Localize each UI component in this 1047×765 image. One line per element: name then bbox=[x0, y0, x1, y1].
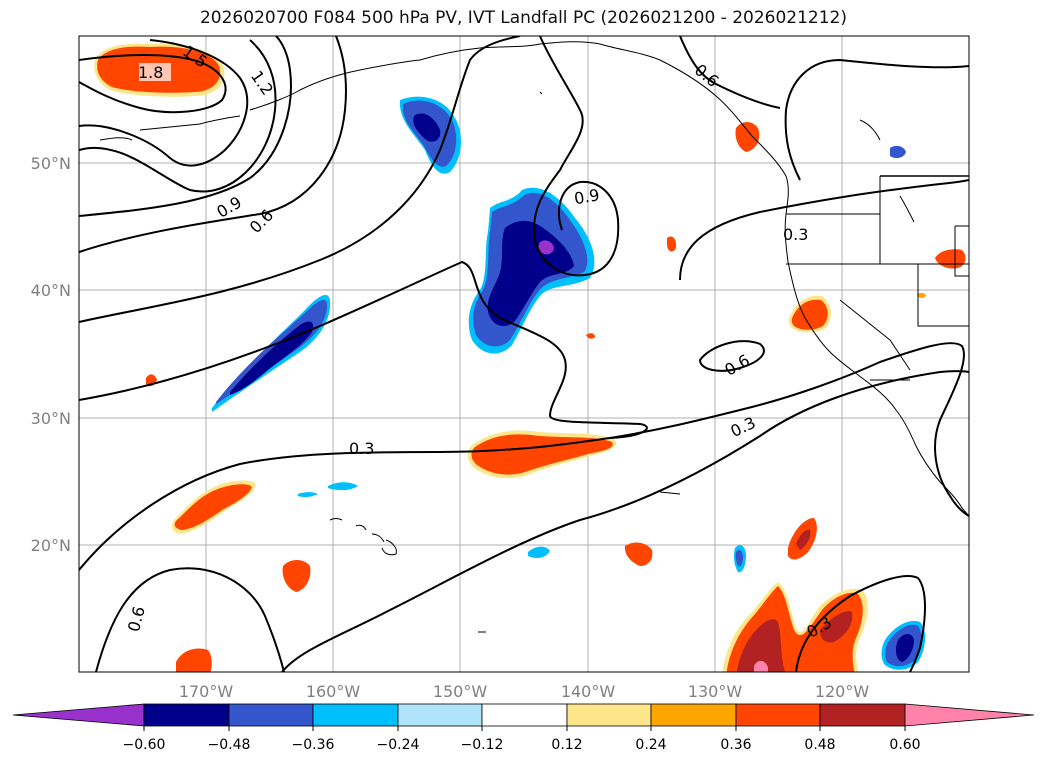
colorbar-segment bbox=[819, 703, 906, 727]
colorbar-tick-label: −0.48 bbox=[208, 737, 251, 753]
lat-axis-labels: 50°N 40°N 30°N 20°N bbox=[31, 154, 71, 555]
colorbar-tick-label: −0.12 bbox=[461, 737, 504, 753]
colorbar-ticks bbox=[143, 726, 906, 731]
colorbar-tick-label: 0.12 bbox=[551, 737, 582, 753]
colorbar-segment bbox=[397, 703, 483, 727]
contour-label: 0.3 bbox=[783, 225, 808, 244]
lon-label: 160°W bbox=[306, 682, 361, 701]
plot-frame bbox=[78, 35, 970, 673]
colorbar bbox=[12, 703, 1035, 727]
lon-label: 170°W bbox=[179, 682, 234, 701]
lon-label: 140°W bbox=[561, 682, 616, 701]
lat-label: 30°N bbox=[31, 409, 71, 428]
colorbar-extend-low bbox=[12, 703, 145, 727]
colorbar-segment bbox=[312, 703, 399, 727]
gridlines bbox=[79, 36, 969, 672]
lon-label: 120°W bbox=[815, 682, 870, 701]
colorbar-tick-label: 0.48 bbox=[804, 737, 835, 753]
colorbar-segment bbox=[566, 703, 652, 727]
plot-area bbox=[79, 36, 969, 672]
pv-contours bbox=[79, 36, 969, 672]
lon-label: 150°W bbox=[433, 682, 488, 701]
colorbar-tick-label: −0.24 bbox=[377, 737, 420, 753]
coastlines bbox=[99, 41, 969, 633]
lon-axis-labels: 170°W 160°W 150°W 140°W 130°W 120°W bbox=[179, 682, 870, 701]
colorbar-tick-label: 0.24 bbox=[635, 737, 666, 753]
lat-label: 20°N bbox=[31, 536, 71, 555]
colorbar-segment bbox=[228, 703, 314, 727]
contour-label: 1.8 bbox=[138, 63, 163, 82]
colorbar-segment bbox=[735, 703, 821, 727]
colorbar-extend-high bbox=[904, 703, 1035, 727]
lat-label: 40°N bbox=[31, 281, 71, 300]
contour-label: 0.9 bbox=[573, 185, 601, 208]
colorbar-tick-label: 0.36 bbox=[720, 737, 751, 753]
colorbar-labels: −0.60 −0.48 −0.36 −0.24 −0.12 0.12 0.24 … bbox=[123, 737, 921, 753]
contour-label: 0.3 bbox=[349, 439, 374, 458]
negative-pv-shading bbox=[212, 96, 926, 670]
colorbar-segment bbox=[143, 703, 230, 727]
lon-label: 130°W bbox=[688, 682, 743, 701]
lat-label: 50°N bbox=[31, 154, 71, 173]
colorbar-tick-label: −0.36 bbox=[292, 737, 335, 753]
colorbar-segment bbox=[481, 703, 568, 727]
colorbar-segment bbox=[650, 703, 737, 727]
map-title: 2026020700 F084 500 hPa PV, IVT Landfall… bbox=[199, 8, 847, 28]
colorbar-tick-label: −0.60 bbox=[123, 737, 166, 753]
colorbar-tick-label: 0.60 bbox=[889, 737, 920, 753]
